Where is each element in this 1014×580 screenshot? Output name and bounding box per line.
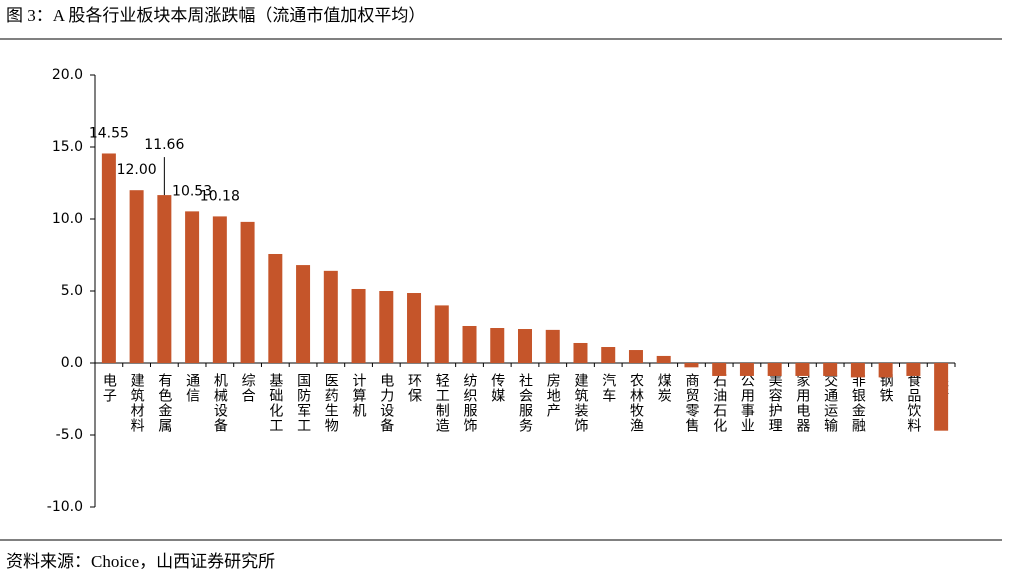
x-tick-label: 建筑材料	[129, 373, 145, 433]
x-tick-label: 计算机	[351, 373, 367, 418]
x-tick-label: 家用电器	[794, 372, 810, 433]
bar	[268, 253, 283, 363]
bar	[157, 195, 172, 363]
x-tick-label: 公用事业	[739, 373, 755, 433]
bar	[656, 355, 671, 363]
y-tick-label: 10.0	[52, 211, 83, 227]
bar	[712, 363, 727, 376]
bar	[767, 363, 782, 376]
x-tick-label: 商贸零售	[683, 373, 699, 433]
y-tick-label: -10.0	[47, 499, 83, 515]
bar	[240, 221, 255, 363]
x-tick-label: 煤炭	[656, 373, 672, 403]
x-tick-label: 社会服务	[517, 373, 533, 433]
y-tick-label: 5.0	[61, 283, 83, 299]
data-label: 12.00	[117, 162, 157, 178]
x-tick-label: 国防军工	[295, 373, 311, 433]
chart-title: 图 3：A 股各行业板块本周涨跌幅（流通市值加权平均）	[6, 6, 425, 25]
bar	[906, 363, 921, 376]
bar	[684, 363, 699, 368]
bar	[407, 293, 422, 363]
x-tick-label: 电子	[101, 373, 117, 403]
bar	[850, 363, 865, 378]
x-tick-label: 农林牧渔	[628, 373, 644, 433]
y-tick-label: 15.0	[52, 139, 83, 155]
bar	[296, 265, 311, 363]
x-tick-label: 纺织服饰	[462, 373, 478, 433]
x-tick-label: 轻工制造	[434, 373, 450, 433]
bar	[545, 329, 560, 363]
bar	[101, 153, 116, 363]
data-label: 11.66	[144, 137, 184, 153]
x-tick-label: 石油石化	[711, 373, 727, 433]
x-tick-label: 综合	[240, 373, 256, 403]
data-label: 10.18	[200, 188, 240, 204]
x-tick-label: 传媒	[489, 373, 505, 403]
bar	[323, 270, 338, 363]
x-tick-label: 美容护理	[767, 373, 783, 433]
y-tick-label: 0.0	[61, 355, 83, 371]
bar	[795, 363, 810, 376]
x-tick-label: 环保	[406, 373, 422, 403]
x-tick-label: 钢铁	[878, 373, 894, 403]
x-tick-label: 非银金融	[850, 373, 866, 433]
x-tick-label: 交通运输	[822, 372, 838, 433]
bar	[490, 328, 505, 363]
x-tick-label: 有色金属	[156, 373, 172, 433]
bar	[878, 363, 893, 378]
bar	[185, 211, 200, 363]
data-label: 10.53	[172, 183, 212, 199]
x-tick-label: 基础化工	[267, 372, 283, 433]
bar	[462, 325, 477, 363]
x-tick-label: 食品饮料	[905, 372, 921, 433]
x-tick-label: 通信	[184, 373, 200, 403]
bar	[379, 291, 394, 363]
y-tick-label: 20.0	[52, 67, 83, 83]
bar	[573, 342, 588, 363]
x-tick-label: 建筑装饰	[572, 373, 588, 433]
data-label: 14.55	[89, 125, 129, 141]
bar	[212, 216, 227, 363]
x-tick-label: 电力设备	[378, 373, 394, 433]
x-tick-label: 汽车	[600, 373, 616, 403]
x-tick-label: 医药生物	[323, 373, 339, 433]
bar	[434, 305, 449, 363]
bar	[934, 363, 949, 431]
source: 资料来源：Choice，山西证券研究所	[6, 552, 275, 571]
y-tick-label: -5.0	[56, 427, 83, 443]
x-tick-label: 机械设备	[212, 373, 228, 433]
bar	[739, 363, 754, 376]
bar	[628, 350, 643, 363]
bar	[518, 329, 532, 363]
bar	[351, 288, 366, 363]
x-tick-label: 房地产	[545, 373, 561, 418]
bar	[823, 363, 838, 376]
bar	[601, 347, 616, 363]
bar	[129, 190, 144, 363]
